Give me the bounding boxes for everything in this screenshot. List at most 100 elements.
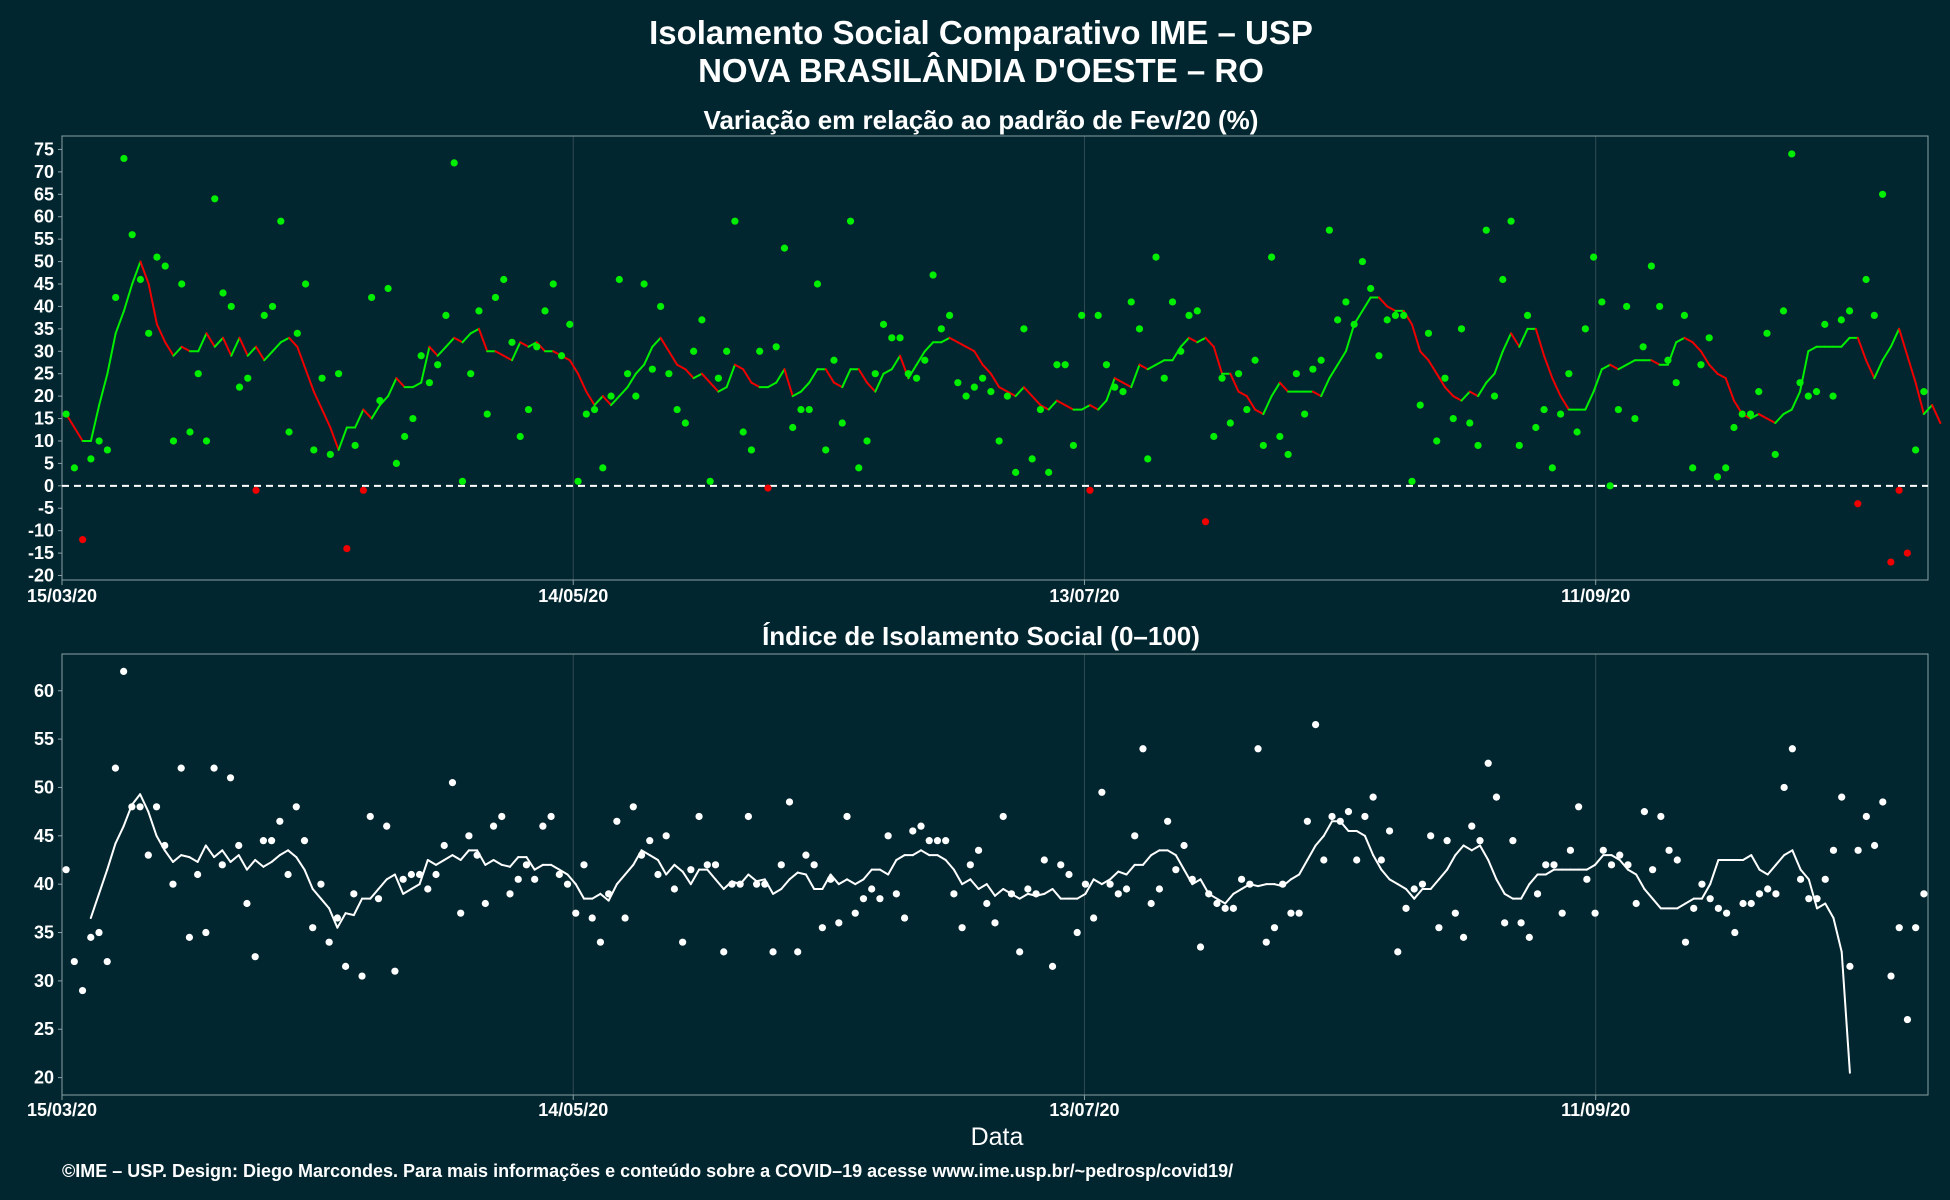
panel2-data-point [407, 870, 415, 879]
panel2-data-point [802, 851, 810, 859]
panel2-trend-segment [139, 793, 150, 813]
panel1-data-point [1837, 316, 1845, 324]
panel1-data-point [1111, 383, 1119, 391]
panel2-data-point [1311, 720, 1320, 729]
panel2-data-point [826, 875, 835, 883]
panel2-trend-segment [1610, 854, 1621, 861]
panel1-trend-segment [1031, 395, 1042, 407]
panel2-data-point [1681, 938, 1690, 946]
panel2-data-point [1131, 832, 1139, 840]
panel2-data-point [1542, 861, 1550, 869]
panel1-data-point [1284, 450, 1292, 459]
panel1-data-point [1259, 441, 1267, 450]
panel1-trend-segment [337, 426, 348, 451]
panel2-y-tick-label: 55 [34, 729, 54, 749]
panel2-data-point [432, 870, 440, 879]
panel1-trend-segment [1625, 359, 1636, 366]
panel1-data-point [425, 379, 434, 387]
panel1-data-point [863, 437, 871, 445]
panel1-trend-segment [1196, 336, 1207, 344]
panel1-trend-segment [246, 345, 258, 357]
panel2-trend-segment [1840, 950, 1851, 1074]
panel2-data-point [1229, 904, 1237, 912]
panel1-trend-segment [139, 260, 150, 285]
panel2-data-point [1254, 745, 1262, 753]
panel2-data-point [1714, 904, 1722, 912]
panel2-data-point [703, 861, 711, 869]
panel2-data-point [1435, 924, 1443, 932]
panel1-data-point [1053, 361, 1061, 369]
panel1-trend-segment [1840, 336, 1851, 348]
panel1-trend-segment [1881, 345, 1892, 362]
panel2-trend-segment [1150, 849, 1161, 857]
panel1-data-point [1680, 311, 1689, 319]
panel2-trend-segment [1141, 854, 1153, 866]
panel2-data-point [202, 928, 210, 937]
panel1-trend-segment [1320, 377, 1331, 398]
panel2-trend-segment [336, 912, 347, 929]
panel1-data-point [128, 231, 136, 239]
panel1-data-point [161, 262, 169, 270]
panel1-trend-segment [1543, 354, 1554, 380]
panel2-trend-segment [1125, 863, 1136, 876]
panel2-trend-segment [1700, 883, 1712, 900]
panel2-data-point [1829, 846, 1838, 854]
panel1-trend-segment [1460, 390, 1471, 402]
panel2-data-point [424, 885, 432, 893]
panel2-trend-segment [402, 888, 413, 895]
panel2-trend-segment [369, 888, 380, 900]
panel2-data-point [1583, 875, 1591, 883]
panel1-trend-segment [1757, 413, 1768, 420]
panel1-data-point [500, 275, 508, 284]
panel2-trend-segment [287, 849, 298, 859]
panel2-trend-segment [1487, 858, 1498, 881]
panel2-data-point [761, 880, 769, 888]
panel1-data-point [1317, 356, 1325, 364]
panel2-data-point [218, 861, 226, 869]
panel1-data-point [1705, 334, 1713, 342]
panel1-y-tick-label: 10 [34, 431, 54, 451]
panel1-data-point [1069, 441, 1078, 450]
panel1-trend-segment [197, 332, 208, 353]
panel1-y-tick-label: 0 [44, 476, 54, 496]
panel1-trend-segment [131, 260, 142, 285]
panel1-trend-segment [73, 426, 84, 442]
panel2-x-tick-label: 14/05/20 [538, 1100, 608, 1120]
panel1-trend-segment [832, 381, 844, 389]
panel1-trend-segment [610, 395, 621, 407]
panel1-data-point [962, 392, 970, 400]
panel1-data-point [442, 311, 450, 319]
panel1-data-point [1523, 311, 1532, 319]
panel2-trend-segment [1783, 849, 1794, 857]
panel1-trend-segment [1262, 395, 1273, 416]
panel1-data-point [401, 432, 409, 441]
panel1-data-point [1119, 388, 1127, 396]
panel2-data-point [563, 880, 572, 888]
panel1-trend-segment [940, 336, 951, 344]
panel1-trend-segment [948, 336, 959, 344]
panel2-trend-segment [994, 888, 1005, 897]
panel1-trend-segment [593, 395, 604, 407]
panel2-trend-segment [303, 868, 314, 891]
panel1-data-point [475, 307, 483, 315]
panel2-data-point [777, 861, 785, 869]
panel1-trend-segment [1931, 404, 1942, 425]
panel2-trend-segment [319, 897, 331, 910]
panel1-data-point [202, 437, 211, 445]
panel2-trend-segment [1413, 888, 1424, 900]
panel2-trend-segment [1388, 878, 1399, 886]
panel2-trend-segment [780, 878, 791, 891]
panel1-data-point [714, 374, 723, 382]
panel1-trend-segment [1716, 372, 1727, 380]
panel1-data-point [822, 446, 830, 454]
panel2-data-point [1607, 861, 1616, 869]
panel2-data-point [1895, 924, 1903, 932]
panel2-trend-segment [689, 868, 701, 886]
panel2-data-point [1213, 899, 1221, 908]
panel1-trend-segment [1510, 332, 1521, 348]
panel2-trend-segment [599, 892, 610, 902]
panel1-trend-segment [1443, 386, 1455, 398]
panel2-data-point [942, 837, 950, 845]
panel1-data-point [756, 347, 764, 355]
panel1-y-tick-label: 55 [34, 229, 54, 249]
